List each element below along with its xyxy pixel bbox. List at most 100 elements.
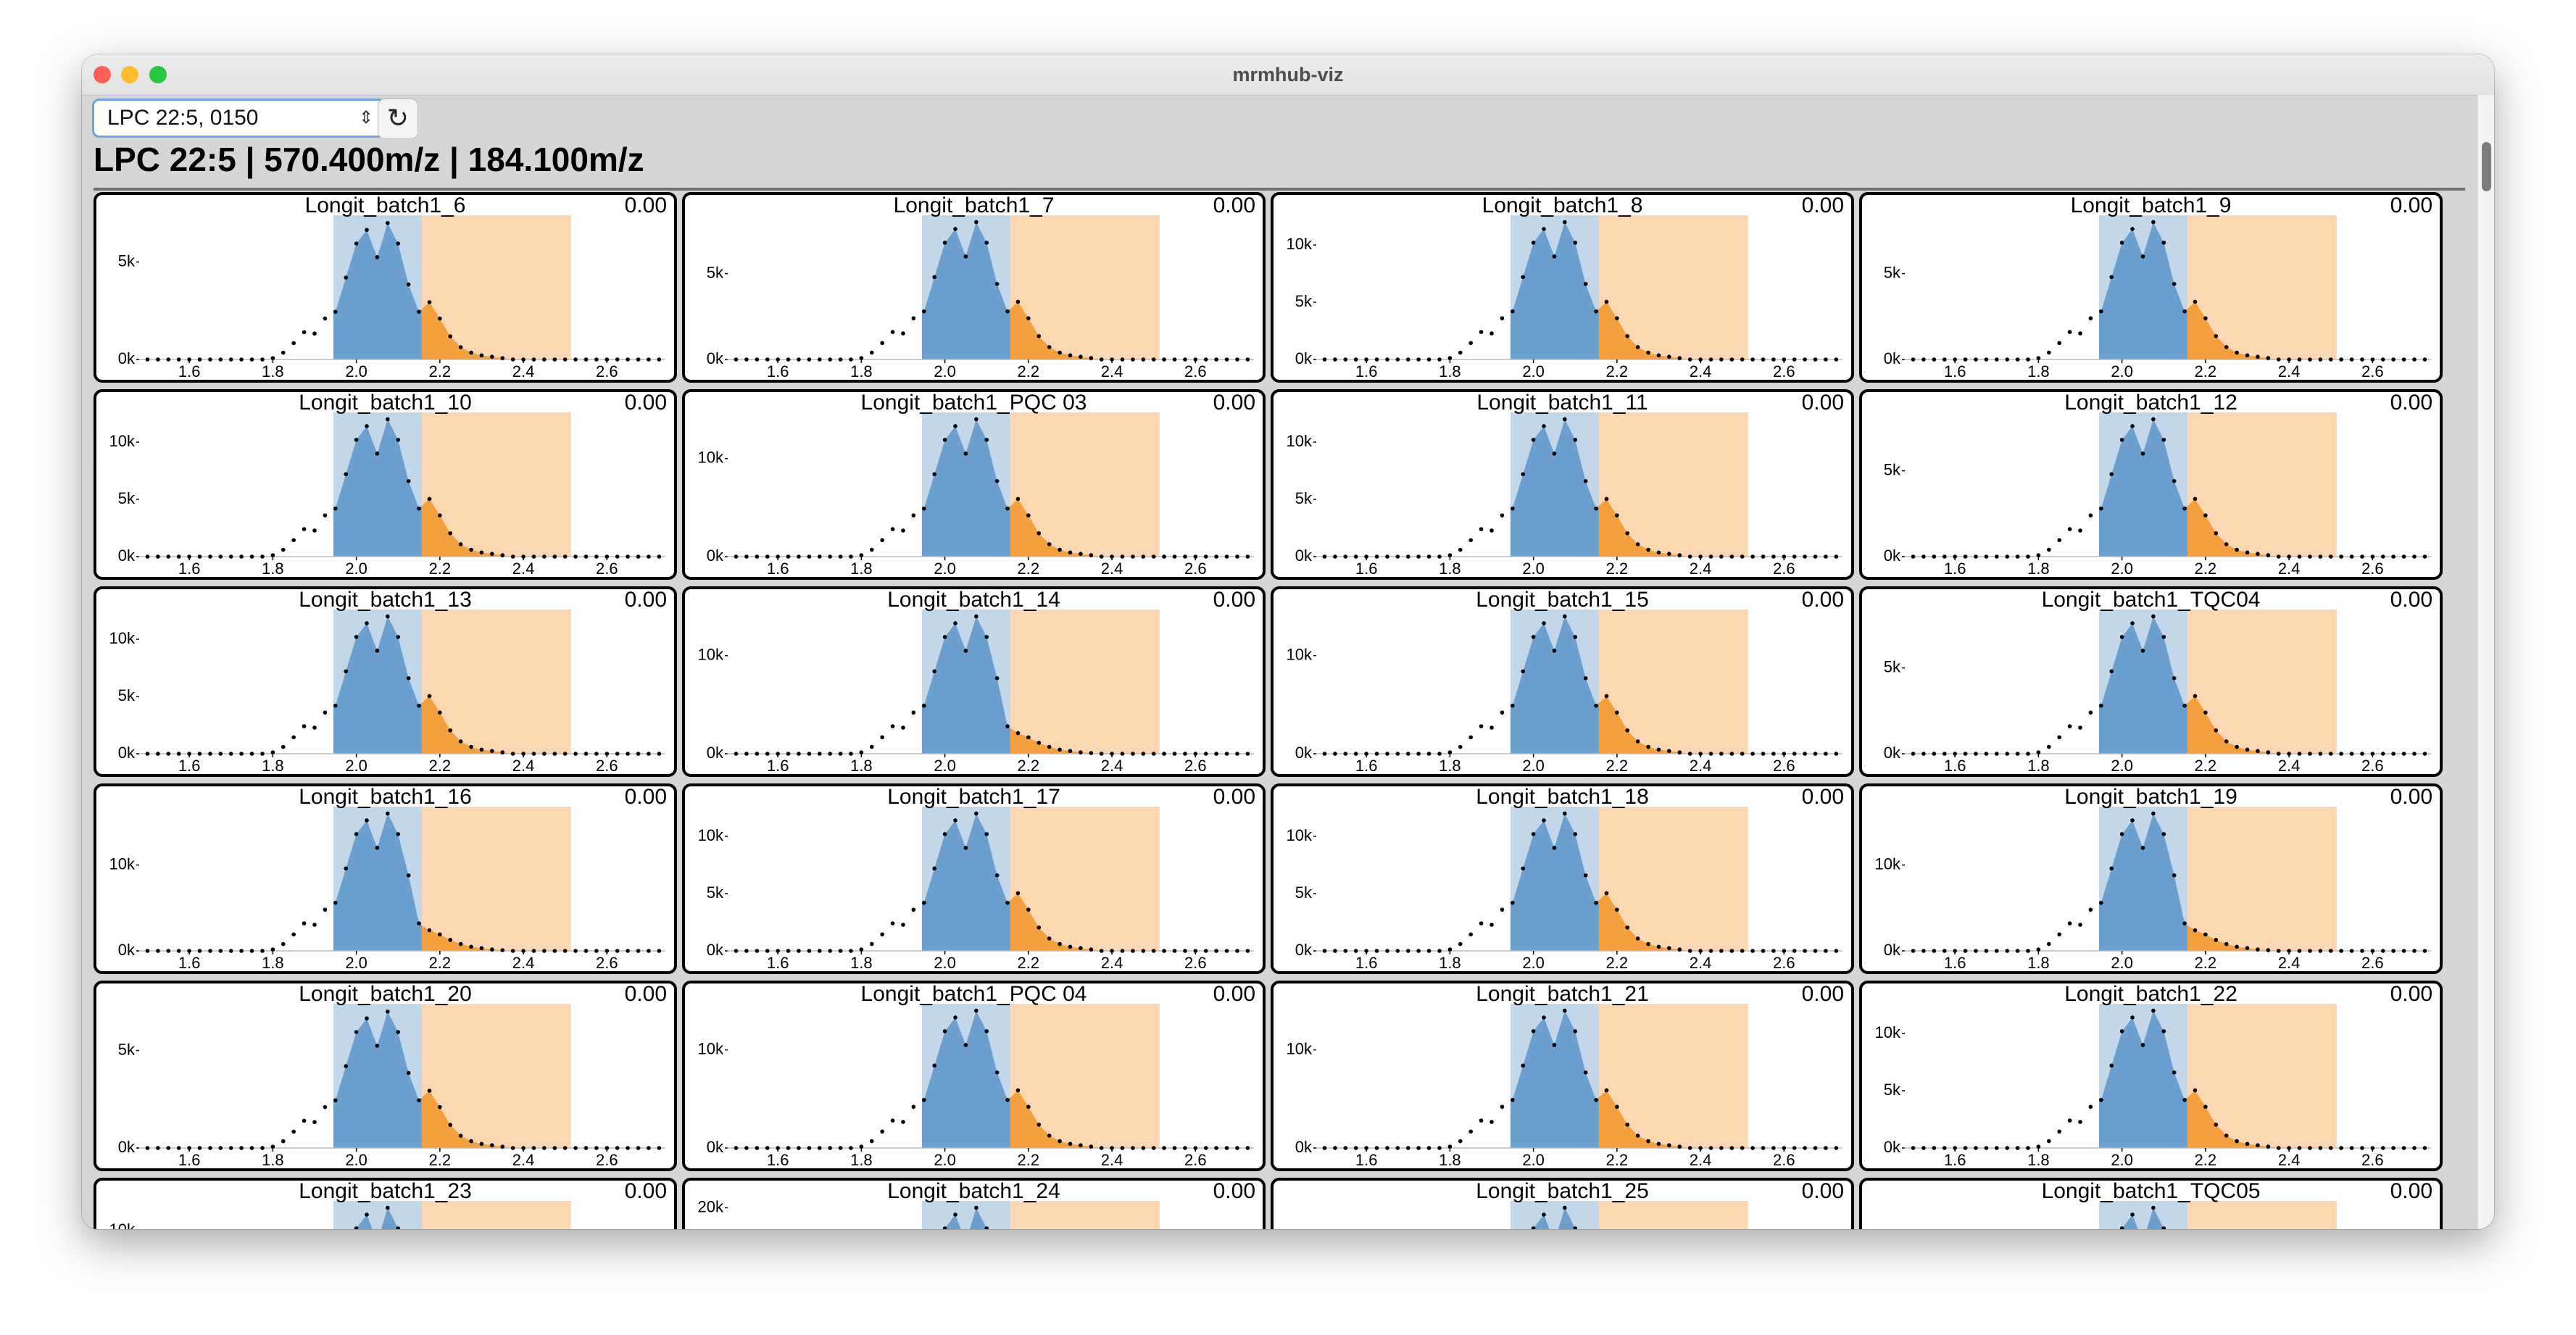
data-point — [1068, 1141, 1073, 1147]
chart-panel: 0k 5k 10k 1.6 1.8 2.0 2.2 2.4 2.6 Longit_batch1_1… — [1271, 783, 1854, 974]
data-point — [1058, 350, 1062, 355]
data-point — [1667, 354, 1671, 359]
x-tick-label: 2.4 — [2278, 560, 2301, 578]
x-tick-label: 2.6 — [596, 362, 618, 380]
data-point — [828, 949, 832, 953]
data-point — [365, 1016, 369, 1020]
refresh-button[interactable]: ↻ — [378, 99, 418, 139]
x-tick-label: 1.6 — [1944, 362, 1966, 380]
data-point — [1214, 949, 1218, 953]
data-point — [312, 528, 317, 533]
data-point — [1172, 357, 1177, 362]
data-point — [2266, 1144, 2271, 1149]
data-point — [218, 1146, 223, 1150]
zoom-button[interactable] — [149, 66, 167, 83]
x-tick-label: 2.4 — [1690, 362, 1712, 380]
data-point — [1635, 1134, 1640, 1138]
data-point — [2078, 725, 2082, 730]
data-point — [786, 357, 791, 362]
data-point — [1782, 357, 1787, 362]
data-point — [386, 417, 390, 422]
data-point — [583, 554, 589, 559]
data-point — [974, 417, 979, 422]
data-point — [2119, 635, 2124, 639]
data-point — [2380, 949, 2385, 953]
data-point — [1110, 949, 1114, 953]
data-point — [1963, 554, 1968, 559]
data-point — [386, 811, 390, 816]
data-point — [869, 547, 874, 552]
data-point — [647, 752, 651, 756]
data-point — [1604, 694, 1609, 699]
data-point — [1782, 554, 1787, 559]
minimize-button[interactable] — [121, 66, 138, 83]
data-point — [208, 1146, 212, 1150]
data-point — [1005, 900, 1010, 905]
data-point — [1687, 949, 1692, 953]
data-point — [354, 832, 359, 836]
data-point — [942, 438, 947, 442]
chart-panel: 0k 10k 1.6 1.8 2.0 2.2 2.4 2.6 Longit_batch1_19 0… — [1859, 783, 2443, 974]
data-point — [1615, 316, 1619, 320]
data-point — [2026, 752, 2030, 756]
data-point — [1761, 357, 1766, 362]
chart-panel: 0k10k1.61.82.02.22.42.6Longit_batch1_250… — [1271, 1178, 1854, 1229]
peak-area — [333, 813, 423, 951]
data-point — [573, 752, 578, 756]
data-point — [1573, 635, 1578, 639]
data-point — [1068, 550, 1073, 555]
data-point — [901, 528, 905, 533]
data-point — [1984, 554, 1989, 559]
data-point — [208, 949, 212, 953]
data-point — [657, 357, 662, 362]
data-point — [1036, 1122, 1042, 1127]
data-point — [1500, 710, 1505, 715]
data-point — [1834, 949, 1839, 953]
x-tick-label: 2.4 — [1101, 954, 1123, 972]
transition-select[interactable]: LPC 22:5, 0150 ⇕ — [92, 99, 386, 138]
peak-area — [333, 419, 423, 557]
data-point — [291, 932, 296, 937]
data-point — [817, 752, 822, 756]
data-point — [1343, 949, 1348, 953]
data-point — [1437, 554, 1442, 559]
data-point — [1911, 752, 1916, 756]
data-point — [2214, 333, 2219, 338]
data-point — [208, 752, 212, 756]
data-point — [1089, 751, 1094, 755]
data-point — [901, 923, 905, 927]
data-point — [2401, 752, 2406, 756]
data-point — [1203, 554, 1208, 559]
scroll-thumb[interactable] — [2482, 142, 2491, 191]
chart-panel: 0k 5k 10k 1.6 1.8 2.0 2.2 2.4 2.6 Longit_batch1_1… — [94, 389, 677, 580]
data-point — [260, 357, 265, 362]
data-point — [1563, 1205, 1567, 1210]
peak-area — [2098, 616, 2188, 754]
data-point — [1458, 350, 1463, 355]
data-point — [1552, 254, 1557, 259]
peak-area — [1599, 696, 1748, 754]
x-tick-label: 2.4 — [1690, 560, 1712, 578]
data-point — [1235, 949, 1239, 953]
data-point — [1803, 949, 1807, 953]
data-point — [1563, 220, 1567, 225]
x-tick-label: 2.6 — [1773, 954, 1795, 972]
data-point — [2318, 949, 2323, 953]
x-tick-label: 2.4 — [2278, 362, 2301, 380]
data-point — [2140, 452, 2145, 456]
data-point — [1203, 949, 1208, 953]
scrollbar[interactable] — [2477, 95, 2494, 1229]
x-tick-label: 1.8 — [850, 1151, 873, 1169]
y-tick-label: 0k — [1884, 941, 1901, 959]
data-point — [2015, 752, 2020, 756]
data-point — [2193, 1088, 2198, 1093]
data-point — [765, 1146, 770, 1150]
data-point — [208, 357, 212, 362]
x-tick-label: 1.6 — [1944, 954, 1966, 972]
x-tick-label: 2.6 — [1184, 954, 1207, 972]
data-point — [448, 728, 453, 733]
close-button[interactable] — [94, 66, 111, 83]
x-tick-label: 2.2 — [1606, 362, 1629, 380]
data-point — [1803, 1146, 1807, 1150]
chart-panel: 0k 10k 1.6 1.8 2.0 2.2 2.4 2.6 Longit_batch1_PQC… — [682, 981, 1266, 1171]
